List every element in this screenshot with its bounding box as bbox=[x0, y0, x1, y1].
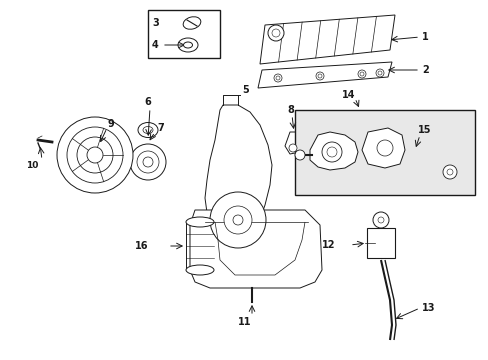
Ellipse shape bbox=[185, 217, 214, 227]
Text: 7: 7 bbox=[157, 123, 163, 133]
Circle shape bbox=[442, 165, 456, 179]
Ellipse shape bbox=[183, 42, 192, 48]
Text: 4: 4 bbox=[152, 40, 159, 50]
Bar bbox=[366, 228, 394, 258]
Circle shape bbox=[288, 144, 296, 152]
Circle shape bbox=[67, 127, 123, 183]
Text: 1: 1 bbox=[421, 32, 428, 42]
Text: 6: 6 bbox=[143, 97, 150, 107]
Circle shape bbox=[321, 142, 341, 162]
Polygon shape bbox=[258, 62, 391, 88]
Circle shape bbox=[375, 69, 383, 77]
Circle shape bbox=[317, 74, 321, 78]
Circle shape bbox=[137, 151, 159, 173]
Circle shape bbox=[275, 76, 280, 80]
Text: 8: 8 bbox=[286, 105, 293, 115]
Text: 3: 3 bbox=[152, 18, 159, 28]
Text: 13: 13 bbox=[421, 303, 435, 313]
Bar bbox=[294, 110, 474, 195]
Circle shape bbox=[57, 117, 133, 193]
Ellipse shape bbox=[138, 122, 158, 138]
Polygon shape bbox=[204, 105, 271, 248]
Bar bbox=[296, 112, 472, 193]
Circle shape bbox=[326, 147, 336, 157]
Text: 10: 10 bbox=[26, 161, 38, 170]
Circle shape bbox=[232, 215, 243, 225]
Text: 9: 9 bbox=[108, 119, 115, 129]
Circle shape bbox=[315, 72, 324, 80]
Circle shape bbox=[130, 144, 165, 180]
Polygon shape bbox=[260, 15, 394, 64]
Ellipse shape bbox=[178, 38, 198, 52]
Circle shape bbox=[357, 70, 365, 78]
Circle shape bbox=[377, 217, 383, 223]
Text: 5: 5 bbox=[242, 85, 248, 95]
Circle shape bbox=[209, 192, 265, 248]
Polygon shape bbox=[285, 132, 302, 154]
Circle shape bbox=[446, 169, 452, 175]
Polygon shape bbox=[190, 210, 321, 288]
Circle shape bbox=[377, 71, 381, 75]
Circle shape bbox=[376, 140, 392, 156]
Text: 15: 15 bbox=[417, 125, 430, 135]
Circle shape bbox=[273, 74, 282, 82]
Circle shape bbox=[87, 147, 103, 163]
Circle shape bbox=[271, 29, 280, 37]
Text: 2: 2 bbox=[421, 65, 428, 75]
Circle shape bbox=[77, 137, 113, 173]
Text: 12: 12 bbox=[321, 240, 334, 250]
Text: 14: 14 bbox=[341, 90, 355, 100]
Circle shape bbox=[142, 157, 153, 167]
Circle shape bbox=[267, 25, 284, 41]
Circle shape bbox=[359, 72, 363, 76]
Circle shape bbox=[224, 206, 251, 234]
Polygon shape bbox=[361, 128, 404, 168]
Circle shape bbox=[372, 212, 388, 228]
Ellipse shape bbox=[142, 126, 153, 134]
Bar bbox=[185, 222, 214, 270]
Text: 11: 11 bbox=[238, 317, 251, 327]
Bar bbox=[148, 10, 220, 58]
Text: 16: 16 bbox=[134, 241, 148, 251]
Polygon shape bbox=[309, 132, 357, 170]
Circle shape bbox=[294, 150, 305, 160]
Ellipse shape bbox=[185, 265, 214, 275]
Ellipse shape bbox=[183, 17, 201, 29]
